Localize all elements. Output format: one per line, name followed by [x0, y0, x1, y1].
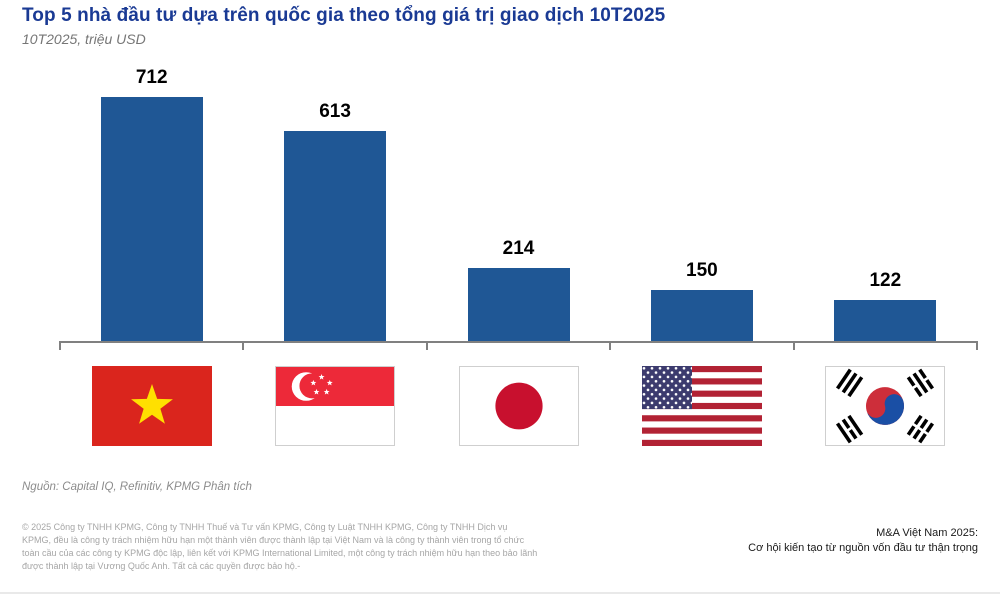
- bar-vietnam: [100, 97, 203, 342]
- chart-subtitle: 10T2025, triệu USD: [22, 31, 146, 47]
- copyright-line: toàn cầu của các công ty KPMG độc lập, l…: [22, 548, 538, 558]
- report-title-line1: M&A Việt Nam 2025:: [876, 527, 978, 539]
- bar-value-label-usa: 150: [686, 260, 718, 281]
- usa-flag-icon: [641, 366, 762, 446]
- copyright-text: © 2025 Công ty TNHH KPMG, Công ty TNHH T…: [22, 521, 537, 573]
- bar-south-korea: [834, 300, 937, 342]
- axis-tick: [242, 341, 245, 350]
- report-title-line2: Cơ hội kiến tạo từ nguồn vốn đầu tư thận…: [748, 542, 978, 554]
- source-note: Nguồn: Capital IQ, Refinitiv, KPMG Phân …: [22, 481, 252, 493]
- copyright-line: được thành lập tại Vương Quốc Anh. Tất c…: [22, 561, 301, 571]
- bar-value-label-south-korea: 122: [869, 270, 902, 291]
- x-axis-line: [60, 341, 977, 343]
- axis-tick: [59, 341, 61, 350]
- bar-singapore: [284, 131, 387, 342]
- vietnam-flag-icon: [91, 366, 212, 446]
- bar-value-label-japan: 214: [502, 238, 535, 259]
- axis-tick: [425, 341, 428, 350]
- south-korea-flag-icon: [825, 366, 946, 446]
- japan-flag-icon: [458, 366, 579, 446]
- bar-value-label-singapore: 613: [319, 101, 351, 122]
- bottom-divider: [0, 592, 1000, 594]
- bar-value-label-vietnam: 712: [135, 67, 168, 88]
- bar-usa: [650, 290, 753, 342]
- copyright-line: KPMG, đều là công ty trách nhiệm hữu hạn…: [22, 535, 525, 545]
- bar-japan: [467, 268, 570, 342]
- report-title: M&A Việt Nam 2025: Cơ hội kiến tạo từ ng…: [748, 526, 978, 556]
- axis-tick: [792, 341, 795, 350]
- axis-tick: [976, 341, 978, 350]
- chart-title: Top 5 nhà đầu tư dựa trên quốc gia theo …: [22, 5, 666, 26]
- singapore-flag-icon: [275, 366, 396, 446]
- axis-tick: [609, 341, 612, 350]
- copyright-line: © 2025 Công ty TNHH KPMG, Công ty TNHH T…: [22, 522, 508, 532]
